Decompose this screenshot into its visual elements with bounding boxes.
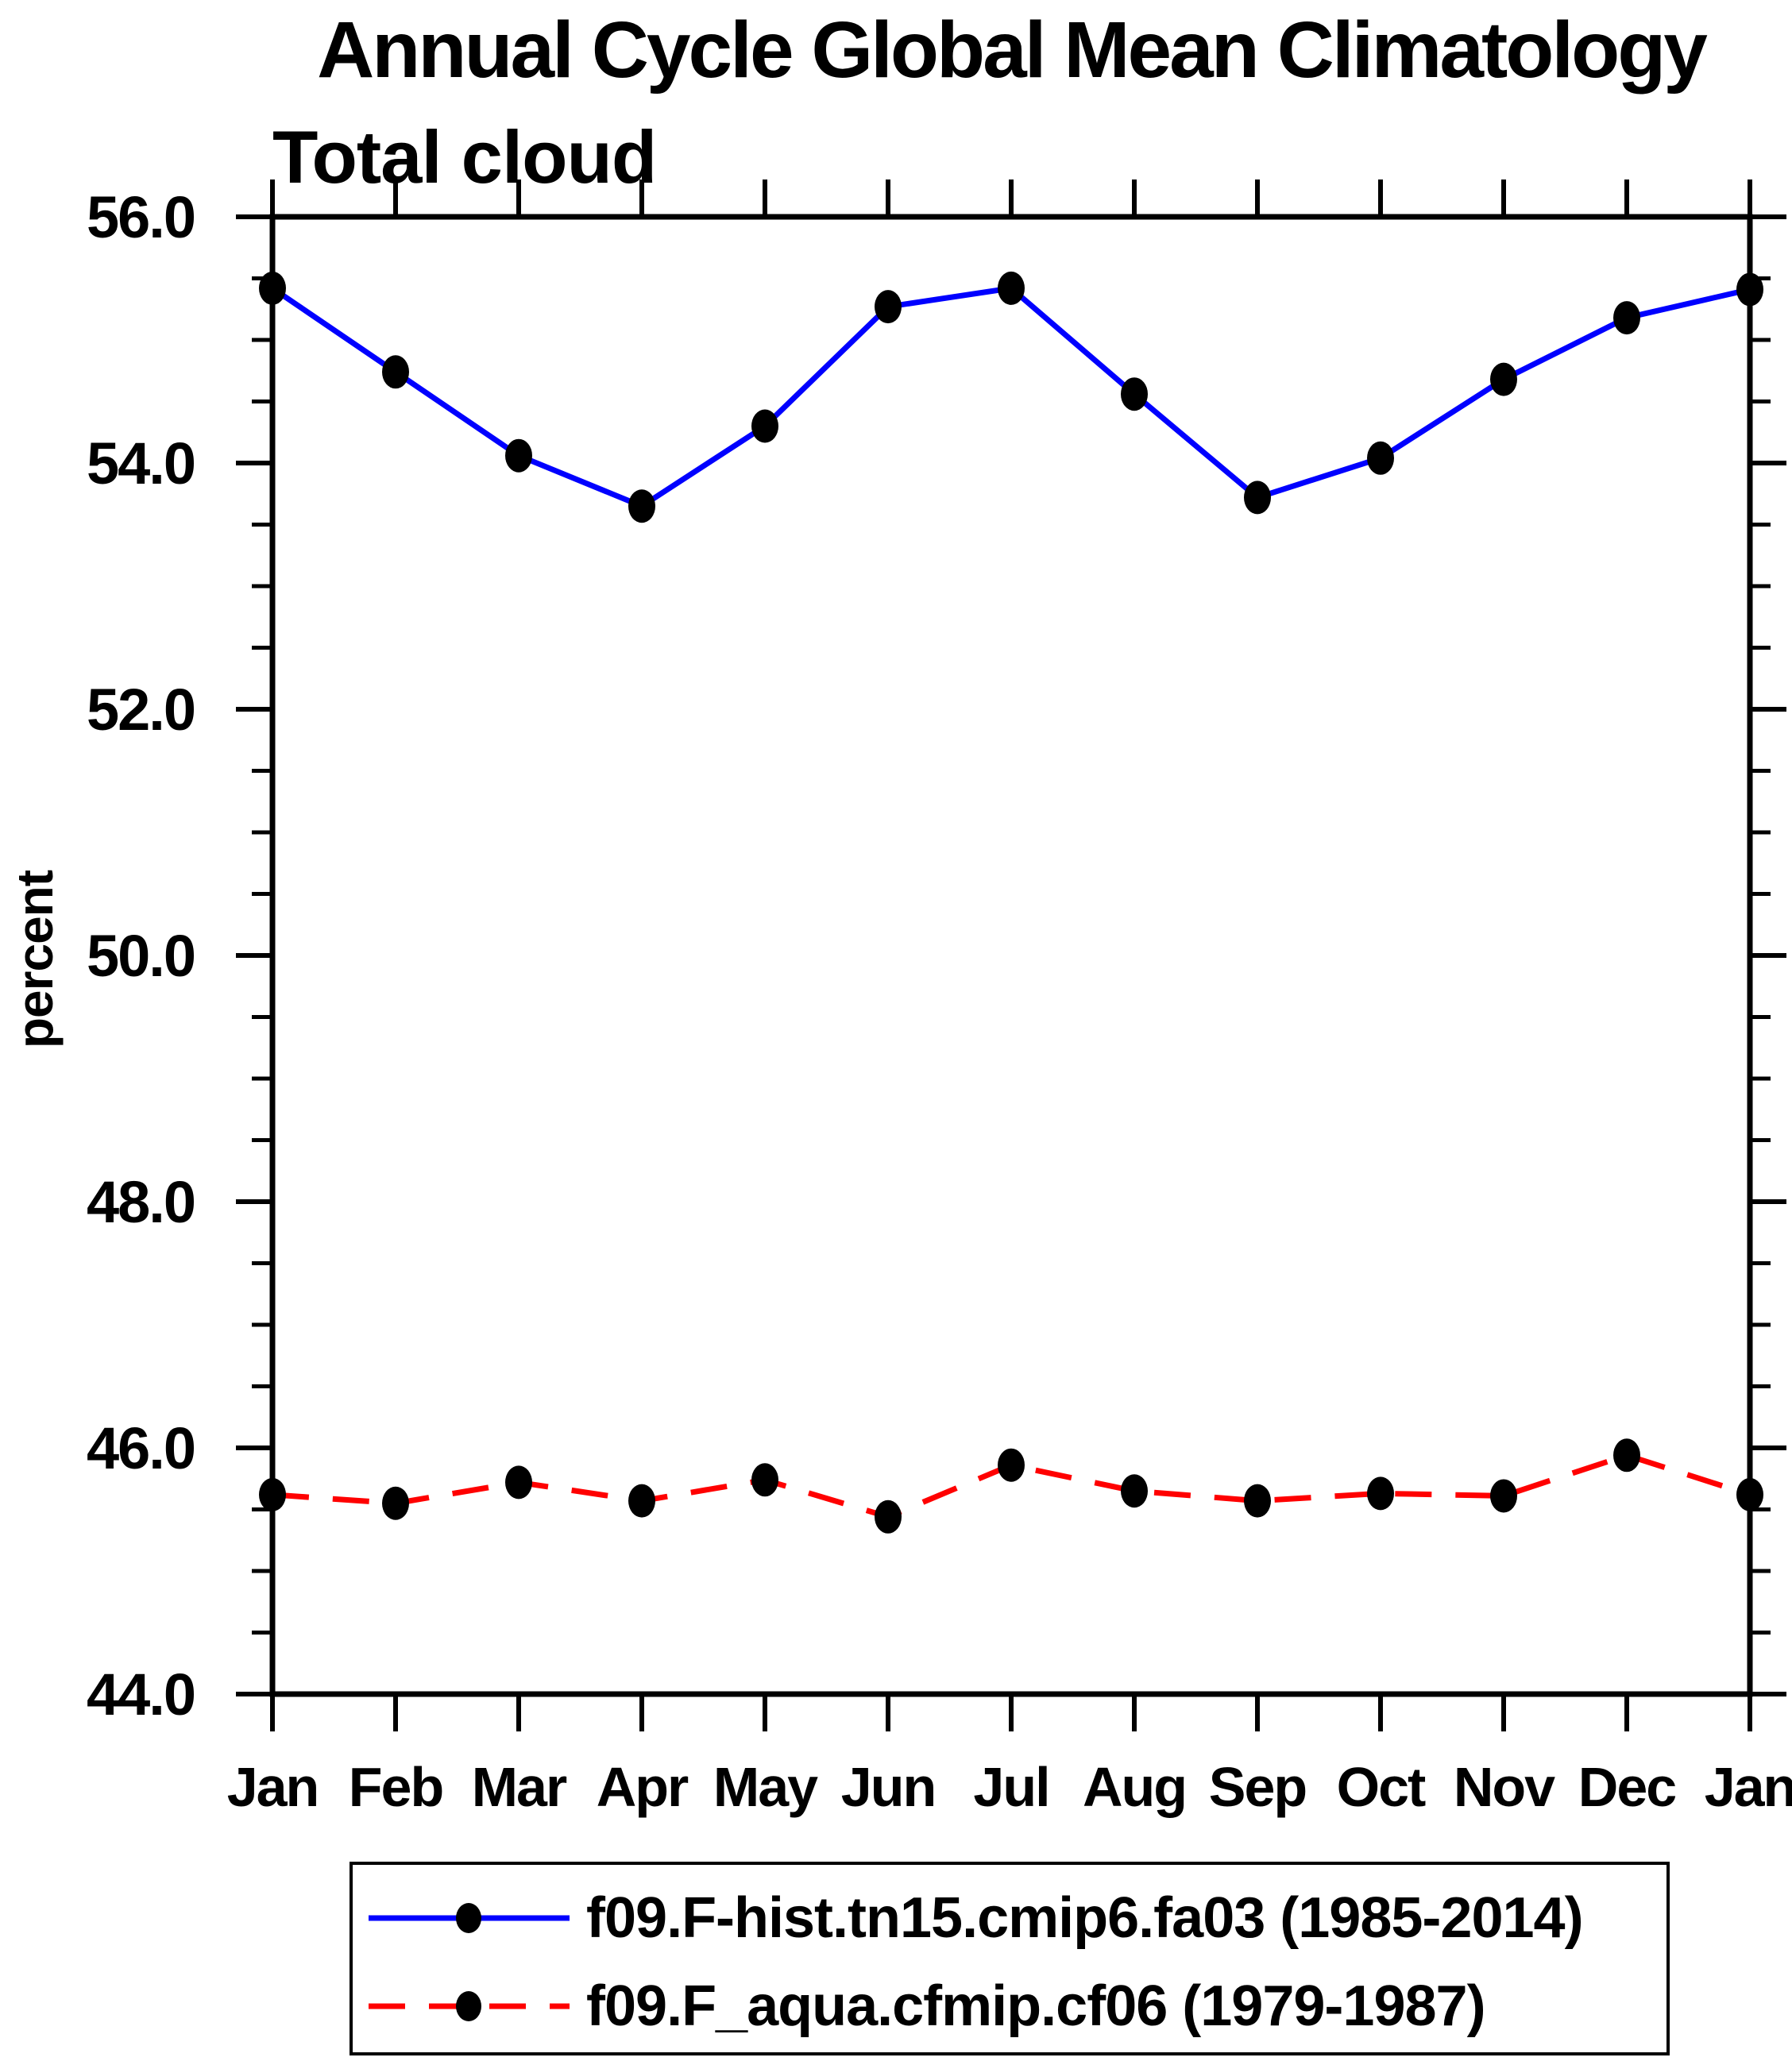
y-tick-label: 54.0 [87, 430, 195, 496]
series-markers [259, 271, 1763, 1534]
plot-border-rect [269, 214, 1753, 1697]
series-lines [271, 285, 1751, 1520]
data-point [382, 1486, 409, 1520]
data-point [1121, 377, 1148, 411]
data-point [1367, 441, 1394, 475]
data-point [1244, 1484, 1271, 1518]
legend-label: f09.F_aqua.cfmip.cf06 (1979-1987) [586, 1974, 1486, 2038]
data-point [1613, 1438, 1640, 1473]
data-point [875, 290, 902, 324]
data-point [1490, 1479, 1517, 1513]
data-point [628, 489, 655, 523]
axis-ticks [236, 179, 1786, 1731]
data-point [1244, 481, 1271, 515]
legend-item: f09.F-hist.tn15.cmip6.fa03 (1985-2014) [359, 1886, 1584, 1950]
data-point [1736, 1477, 1763, 1511]
data-point [1613, 301, 1640, 335]
x-tick-label: Jul [973, 1756, 1049, 1818]
data-point [998, 1448, 1025, 1482]
x-tick-label: Dec [1578, 1756, 1675, 1818]
plot-border [269, 214, 1753, 1697]
x-tick-label: Mar [472, 1756, 567, 1818]
series-line-0 [271, 285, 1751, 510]
x-tick-label: Apr [597, 1756, 689, 1818]
data-point [875, 1500, 902, 1534]
data-point [259, 1477, 286, 1511]
x-tick-label: Sep [1209, 1756, 1306, 1818]
y-tick-label: 48.0 [87, 1169, 195, 1235]
data-point [751, 1463, 778, 1497]
data-point [505, 1465, 532, 1500]
y-tick-label: 50.0 [87, 923, 195, 989]
x-tick-label: May [713, 1756, 818, 1818]
legend-sample-marker [456, 1903, 481, 1933]
legend-sample-marker [456, 1991, 481, 2021]
data-point [505, 438, 532, 473]
legend-line-sample [369, 1991, 570, 2021]
chart-subtitle: Total cloud [272, 115, 657, 199]
x-tick-label: Jan [1705, 1756, 1792, 1818]
y-tick-label: 44.0 [87, 1662, 195, 1727]
x-tick-label: Jan [227, 1756, 319, 1818]
data-point [1736, 272, 1763, 307]
data-point [382, 355, 409, 389]
data-point [998, 271, 1025, 305]
x-tick-label: Nov [1454, 1756, 1555, 1818]
data-point [751, 409, 778, 443]
y-tick-label: 52.0 [87, 677, 195, 743]
data-point [259, 271, 286, 305]
data-point [1121, 1474, 1148, 1508]
legend-line-sample [369, 1903, 570, 1933]
legend-box: f09.F-hist.tn15.cmip6.fa03 (1985-2014) f… [350, 1862, 1670, 2055]
x-tick-label: Oct [1337, 1756, 1426, 1818]
legend-label: f09.F-hist.tn15.cmip6.fa03 (1985-2014) [586, 1886, 1584, 1950]
y-tick-label: 56.0 [87, 184, 195, 250]
x-tick-label: Jun [841, 1756, 935, 1818]
data-point [628, 1484, 655, 1518]
legend-item: f09.F_aqua.cfmip.cf06 (1979-1987) [359, 1974, 1486, 2038]
axis-labels: 44.0 46.0 48.0 50.0 52.0 54.0 56.0 Jan Feb Mar Apr… [87, 184, 1792, 1818]
y-tick-label: 46.0 [87, 1415, 195, 1481]
x-tick-label: Aug [1083, 1756, 1186, 1818]
data-point [1490, 362, 1517, 396]
data-point [1367, 1476, 1394, 1511]
chart-title: Annual Cycle Global Mean Climatology [317, 6, 1708, 95]
x-tick-label: Feb [349, 1756, 442, 1818]
